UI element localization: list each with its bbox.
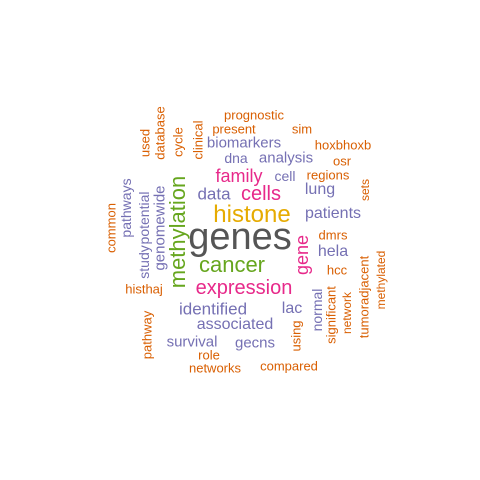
word-common: common [103,203,119,253]
word-significant: significant [323,286,339,344]
word-cell: cell [274,168,296,184]
word-methylated: methylated [374,250,388,310]
word-osr: osr [332,153,352,169]
word-hoxbhoxb: hoxbhoxb [314,137,372,153]
word-data: data [197,184,231,204]
word-cycle: cycle [170,127,186,157]
word-histone: histone [213,201,291,228]
word-pathway: pathway [139,310,155,360]
word-methylation: methylation [165,175,190,289]
word-dna: dna [224,150,248,166]
word-compared: compared [260,358,318,374]
word-pathways: pathways [118,178,134,238]
word-genes: genes [188,216,292,258]
word-database: database [152,106,168,160]
word-network: network [340,291,354,335]
word-prognostic: prognostic [224,107,284,123]
word-gene: gene [292,234,312,276]
word-potential: potential [136,191,152,245]
word-regions: regions [306,167,350,183]
word-study: study [136,245,152,279]
word-associated: associated [196,316,274,333]
word-used: used [137,128,153,158]
word-dmrs: dmrs [318,227,348,243]
word-genomewide: genomewide [151,185,169,271]
word-analysis: analysis [258,149,314,167]
word-cells: cells [240,183,282,205]
word-role: role [198,347,220,363]
word-hcc: hcc [326,262,348,278]
word-clinical: clinical [190,120,206,160]
word-expression: expression [195,277,293,299]
word-cancer: cancer [198,252,266,277]
word-networks: networks [188,360,242,376]
word-sim: sim [291,121,313,137]
word-patients: patients [304,205,362,222]
word-sets: sets [358,178,372,202]
word-hela: hela [317,243,349,260]
word-present: present [212,121,256,137]
word-lung: lung [304,181,336,198]
word-histhaj: histhaj [125,281,163,297]
word-gecns: gecns [234,334,276,352]
word-identified: identified [178,299,248,319]
word-using: using [288,320,304,352]
word-lac: lac [281,300,303,317]
word-normal: normal [309,288,325,332]
word-tumoradjacent: tumoradjacent [356,255,372,339]
word-family: family [215,166,263,186]
word-biomarkers: biomarkers [206,134,282,152]
word-survival: survival [166,333,218,351]
